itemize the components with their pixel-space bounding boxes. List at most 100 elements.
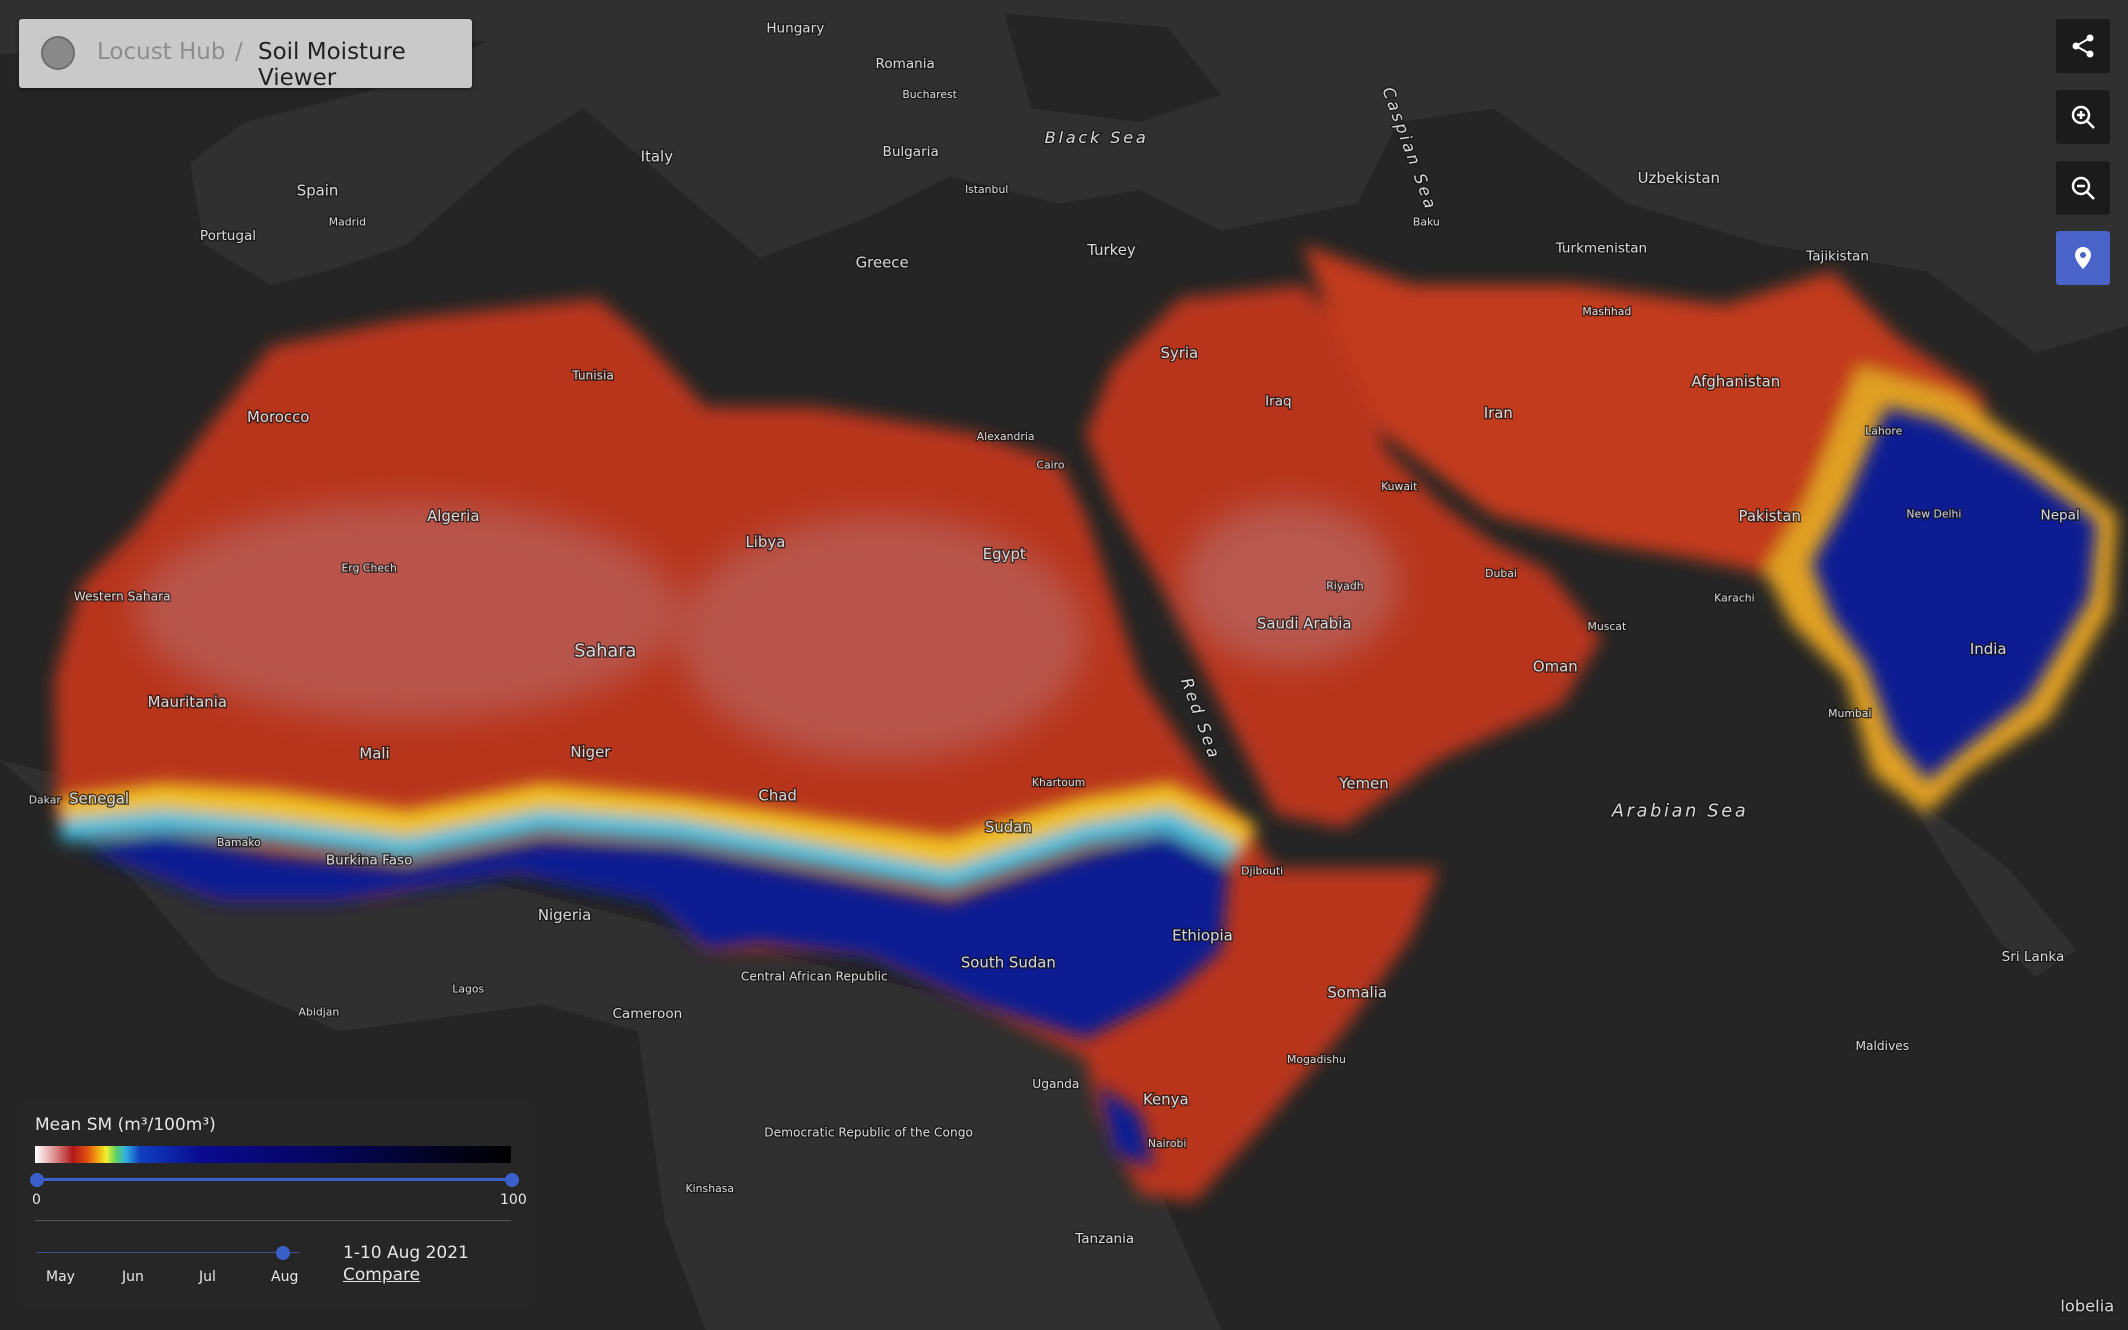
place-label: Somalia bbox=[1327, 983, 1387, 1001]
place-label: Uzbekistan bbox=[1638, 169, 1720, 187]
place-label: Lagos bbox=[452, 982, 484, 995]
breadcrumb[interactable]: Locust Hub bbox=[97, 39, 226, 65]
place-label: Erg Chech bbox=[341, 562, 396, 575]
compare-link[interactable]: Compare bbox=[343, 1265, 421, 1285]
place-label: Nepal bbox=[2041, 508, 2080, 524]
separator bbox=[35, 1220, 511, 1221]
place-label: Kuwait bbox=[1381, 480, 1417, 493]
place-label: Iraq bbox=[1265, 394, 1291, 410]
logo[interactable] bbox=[41, 36, 75, 70]
place-label: Mali bbox=[359, 745, 389, 763]
place-label: Spain bbox=[297, 181, 339, 199]
place-label: Istanbul bbox=[965, 183, 1008, 196]
place-label: Mauritania bbox=[148, 693, 227, 711]
place-label: Bulgaria bbox=[883, 144, 939, 160]
place-label: Sri Lanka bbox=[2002, 949, 2065, 965]
zoom-out-button[interactable] bbox=[2056, 161, 2110, 215]
place-label: Sahara bbox=[574, 641, 636, 661]
place-label: Yemen bbox=[1338, 774, 1388, 792]
place-label: Niger bbox=[570, 743, 611, 761]
zoom-in-icon bbox=[2071, 105, 2095, 129]
timeline-handle[interactable] bbox=[276, 1246, 290, 1260]
month-label[interactable]: Jun bbox=[122, 1269, 144, 1285]
place-label: India bbox=[1970, 640, 2007, 658]
range-rail bbox=[37, 1178, 511, 1181]
map-labels: Morocco Algeria Libya Egypt Mauritania Mali Ni… bbox=[27, 19, 2081, 1248]
location-icon bbox=[2075, 247, 2091, 269]
range-max-handle[interactable] bbox=[505, 1173, 519, 1187]
place-label: Khartoum bbox=[1032, 776, 1085, 789]
place-label: Mashhad bbox=[1582, 305, 1631, 318]
color-ramp bbox=[35, 1146, 511, 1163]
place-label: Senegal bbox=[69, 789, 129, 807]
soil-moisture-layer bbox=[54, 244, 2118, 1202]
place-label: Karachi bbox=[1714, 592, 1755, 605]
place-label: Tunisia bbox=[571, 368, 614, 382]
place-label: Black Sea bbox=[1045, 128, 1149, 147]
place-label: Uganda bbox=[1032, 1077, 1079, 1091]
place-label: Afghanistan bbox=[1691, 373, 1780, 391]
place-label: Egypt bbox=[983, 545, 1026, 563]
header: Locust Hub / Soil Moisture Viewer bbox=[19, 19, 472, 91]
breadcrumb-separator: / bbox=[235, 39, 243, 65]
place-label: Kinshasa bbox=[686, 1182, 734, 1195]
place-label: Abidjan bbox=[299, 1005, 340, 1018]
month-label[interactable]: Jul bbox=[199, 1269, 216, 1285]
zoom-out-icon bbox=[2071, 176, 2095, 200]
legend-title: Mean SM (m³/100m³) bbox=[35, 1115, 216, 1135]
place-label: Hungary bbox=[766, 21, 824, 37]
place-label: Greece bbox=[856, 253, 909, 271]
place-label: Kenya bbox=[1143, 1091, 1189, 1109]
place-label: Democratic Republic of the Congo bbox=[764, 1126, 973, 1140]
month-label[interactable]: Aug bbox=[271, 1269, 299, 1285]
place-label: Algeria bbox=[427, 507, 479, 525]
place-label: Madrid bbox=[329, 216, 366, 229]
place-label: Bucharest bbox=[902, 88, 957, 101]
range-max-label: 100 bbox=[500, 1192, 527, 1208]
place-label: Chad bbox=[758, 787, 796, 805]
place-label: Nairobi bbox=[1148, 1137, 1187, 1150]
place-label: Bamako bbox=[217, 836, 261, 849]
place-label: Dakar bbox=[29, 794, 62, 807]
place-label: Nigeria bbox=[538, 906, 591, 924]
attribution: lobelia bbox=[2060, 1296, 2114, 1315]
zoom-in-button[interactable] bbox=[2056, 90, 2110, 144]
place-label: Dubai bbox=[1485, 567, 1517, 580]
place-label: Syria bbox=[1161, 344, 1199, 362]
location-button[interactable] bbox=[2056, 231, 2110, 285]
place-label: Sudan bbox=[985, 818, 1032, 836]
place-label: Cairo bbox=[1036, 459, 1064, 472]
share-button[interactable] bbox=[2056, 19, 2110, 73]
range-min-label: 0 bbox=[32, 1192, 41, 1208]
place-label: Mumbai bbox=[1828, 707, 1871, 720]
place-label: Oman bbox=[1533, 658, 1578, 676]
place-label: Muscat bbox=[1587, 620, 1626, 633]
month-label[interactable]: May bbox=[46, 1269, 75, 1285]
place-label: Alexandria bbox=[977, 430, 1035, 443]
place-label: Tanzania bbox=[1074, 1231, 1134, 1247]
period-label: 1-10 Aug 2021 bbox=[343, 1243, 469, 1263]
range-min-handle[interactable] bbox=[30, 1173, 44, 1187]
timeline-rail bbox=[37, 1252, 299, 1253]
place-label: South Sudan bbox=[961, 954, 1056, 972]
place-label: Turkey bbox=[1086, 241, 1136, 259]
place-label: Baku bbox=[1413, 216, 1440, 229]
place-label: Arabian Sea bbox=[1611, 802, 1748, 822]
place-label: Morocco bbox=[247, 408, 309, 426]
place-label: Portugal bbox=[200, 228, 256, 244]
place-label: Saudi Arabia bbox=[1257, 614, 1352, 632]
place-label: Central African Republic bbox=[741, 970, 888, 984]
place-label: Iran bbox=[1484, 404, 1513, 422]
share-icon bbox=[2072, 34, 2094, 58]
place-label: Turkmenistan bbox=[1555, 240, 1647, 256]
place-label: Ethiopia bbox=[1172, 926, 1233, 944]
place-label: Tajikistan bbox=[1805, 249, 1869, 265]
place-label: Burkina Faso bbox=[326, 852, 413, 868]
place-label: Western Sahara bbox=[74, 590, 171, 604]
place-label: Pakistan bbox=[1739, 507, 1801, 525]
legend: Mean SM (m³/100m³) 0 100 May Jun Jul Aug… bbox=[18, 1099, 530, 1309]
place-label: Libya bbox=[745, 533, 785, 551]
place-label: Romania bbox=[876, 56, 935, 72]
